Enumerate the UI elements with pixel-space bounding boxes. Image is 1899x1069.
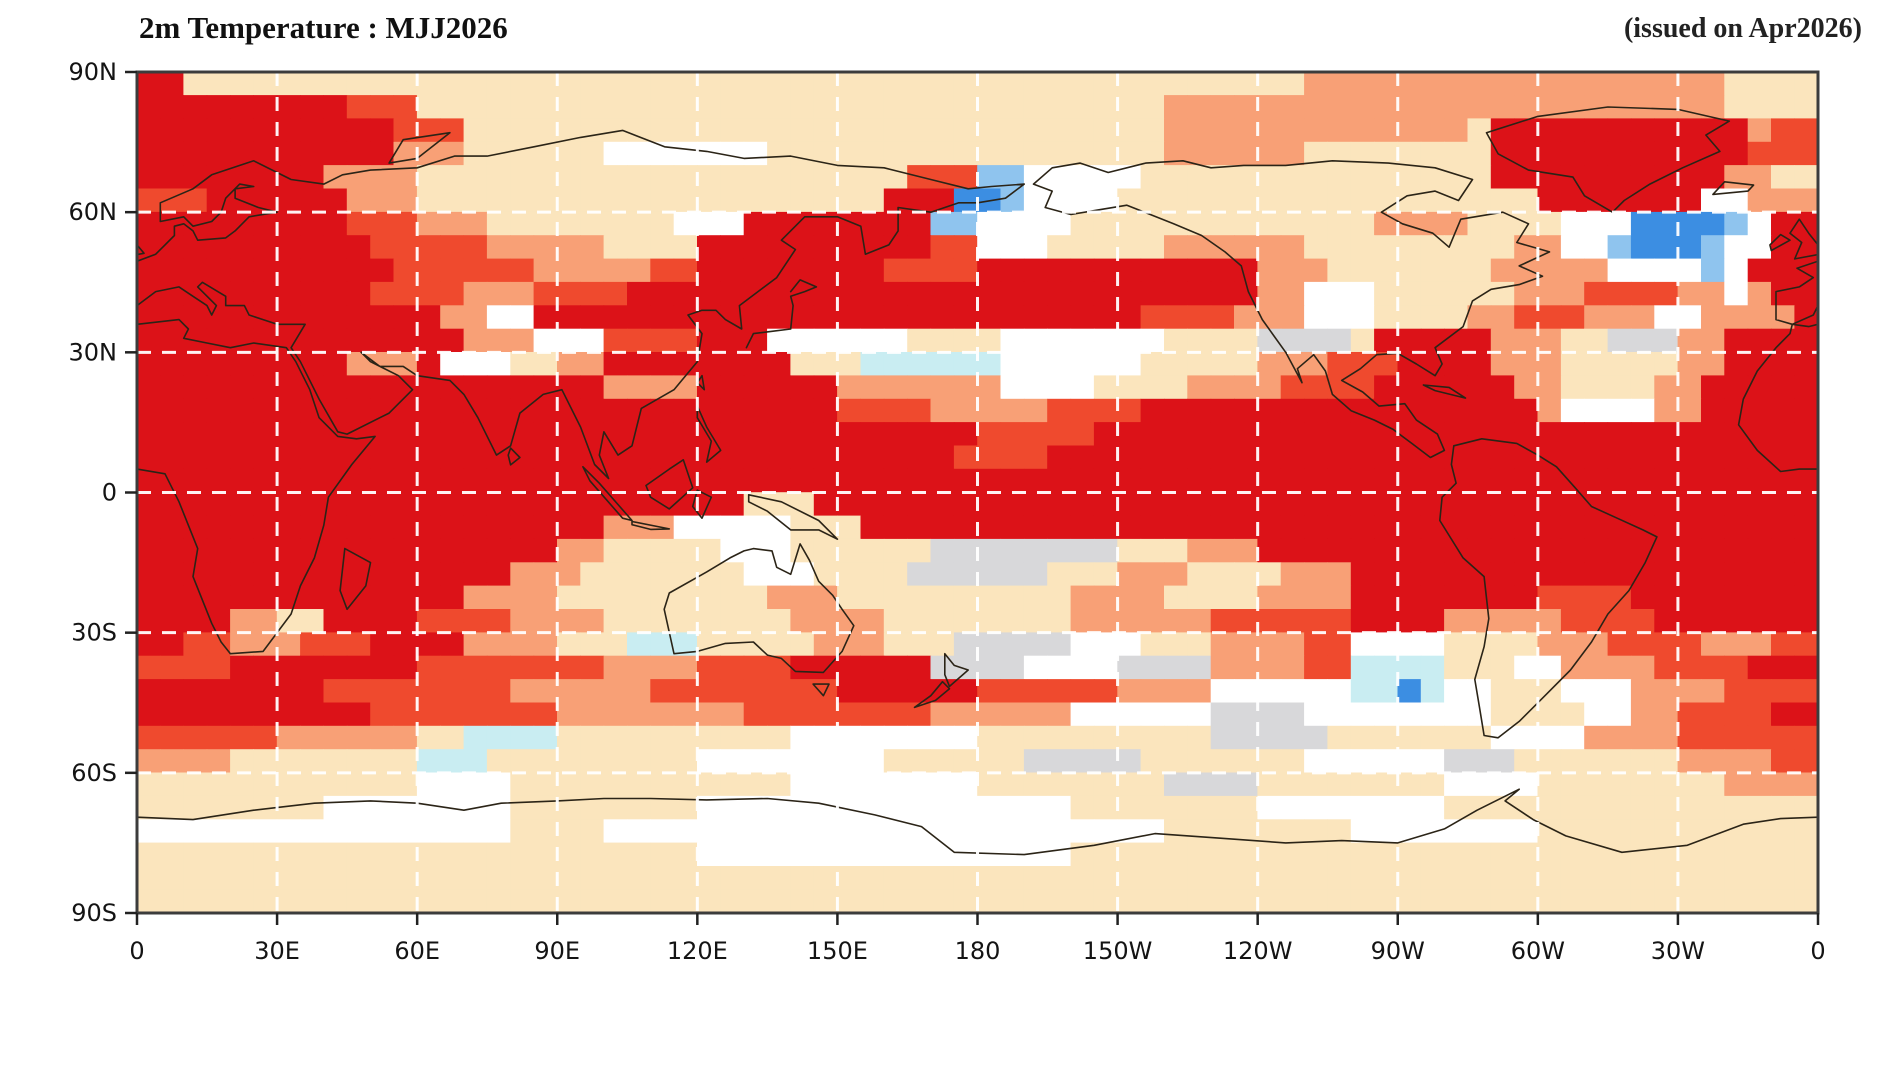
y-tick-label: 90N (69, 58, 118, 86)
y-tick-label: 60S (71, 759, 117, 787)
x-tick-label: 60W (1511, 937, 1565, 965)
x-tick-label: 30W (1651, 937, 1705, 965)
heatmap-cells (137, 72, 1818, 913)
axis-ticks (125, 70, 1820, 925)
graticule (137, 72, 1818, 913)
x-tick-label: 90E (534, 937, 580, 965)
x-tick-label: 150E (807, 937, 868, 965)
x-tick-label: 30E (254, 937, 300, 965)
y-tick-label: 30S (71, 619, 117, 647)
axis-labels: 0 30E 60E 90E 120E 150E 180 150W 120W 90W 60W 30W 09… (69, 58, 1826, 965)
y-tick-label: 60N (69, 198, 118, 226)
x-tick-label: 180 (955, 937, 1001, 965)
issued-on-label: (issued on Apr2026) (1623, 13, 1862, 44)
coastlines (137, 106, 1818, 856)
y-tick-label: 90S (71, 899, 117, 927)
x-tick-label: 0 (1810, 937, 1825, 965)
x-tick-label: 60E (394, 937, 440, 965)
chart-title: 2m Temperature : MJJ2026 (139, 10, 508, 45)
x-tick-label: 0 (129, 937, 144, 965)
y-tick-label: 30N (69, 338, 118, 366)
x-tick-label: 150W (1083, 937, 1153, 965)
x-tick-label: 120W (1223, 937, 1293, 965)
y-tick-label: 0 (102, 479, 117, 507)
x-tick-label: 120E (667, 937, 728, 965)
x-tick-label: 90W (1371, 937, 1425, 965)
